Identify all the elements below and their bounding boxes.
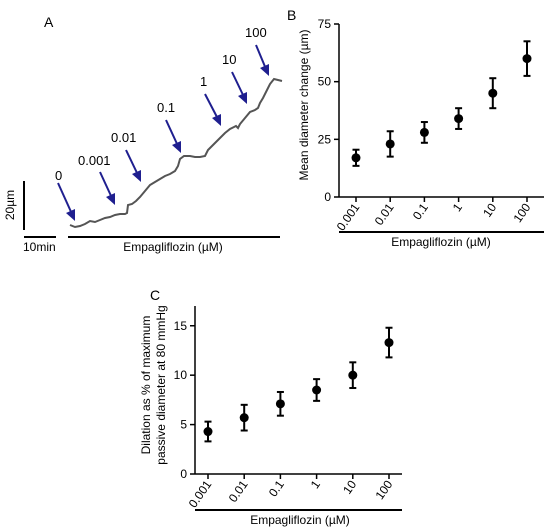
panel-b-label: B <box>287 7 296 23</box>
panel-b-x-ticks: 0.001 0.01 0.1 1 10 100 <box>334 197 534 233</box>
arrow-0 <box>57 182 73 215</box>
x-tick-label: 100 <box>510 200 533 225</box>
arrow-label-1: 1 <box>200 74 207 89</box>
data-point <box>312 385 322 395</box>
y-tick-label: 50 <box>318 75 332 89</box>
data-point <box>419 127 429 137</box>
y-tick-label: 0 <box>180 467 187 481</box>
diameter-trace <box>69 77 283 229</box>
arrow-100 <box>255 44 267 70</box>
arrow-label-001: 0.01 <box>111 130 136 145</box>
data-point <box>203 427 213 437</box>
data-point <box>239 413 249 423</box>
arrow-0001-head <box>106 193 115 205</box>
arrow-0-head <box>66 209 75 221</box>
data-point <box>348 370 358 380</box>
x-tick-label: 1 <box>308 477 323 491</box>
x-tick-label: 10 <box>480 200 499 219</box>
panel-c-ylabel-line-1: Dilation as % of maximum <box>139 316 153 455</box>
y-tick-label: 75 <box>318 17 332 31</box>
panel-c-ylabel-line-2: passive diameter at 80 mmHg <box>154 305 168 464</box>
x-tick-label: 0.1 <box>266 477 287 499</box>
x-tick-label: 0.001 <box>334 200 363 233</box>
arrow-01 <box>165 119 179 147</box>
x-tick-label: 1 <box>450 200 465 214</box>
x-tick-label: 0.01 <box>372 200 397 227</box>
y-tick-label: 25 <box>318 132 332 146</box>
arrow-001-head <box>132 170 141 182</box>
panel-b-ylabel: Mean diameter change (µm) <box>297 30 311 181</box>
arrow-label-01: 0.1 <box>157 100 175 115</box>
data-point <box>351 153 361 163</box>
arrow-1 <box>204 93 219 120</box>
scale-bar-y-label: 20µm <box>3 190 17 220</box>
arrow-group <box>57 44 269 221</box>
data-point <box>488 88 498 98</box>
arrow-100-head <box>260 64 269 76</box>
data-point <box>384 338 394 348</box>
panel-c-label: C <box>150 287 160 303</box>
data-point <box>385 139 395 149</box>
data-point <box>275 399 285 409</box>
y-tick-label: 10 <box>174 368 188 382</box>
data-point <box>454 114 464 124</box>
x-tick-label: 0.1 <box>410 200 431 222</box>
x-tick-label: 100 <box>372 477 395 502</box>
arrow-10-head <box>238 92 247 104</box>
panel-c-chart: C 0 5 10 15 0.001 0.01 0.1 1 10 100 Dilation as … <box>139 287 402 527</box>
x-tick-label: 0.01 <box>226 477 251 504</box>
panel-c-x-ticks: 0.001 0.01 0.1 1 10 100 <box>186 474 396 510</box>
arrow-01-head <box>172 141 181 153</box>
panel-c-xlabel: Empagliflozin (µM) <box>250 513 350 527</box>
arrow-label-10: 10 <box>222 52 236 67</box>
panel-c-data-points <box>203 326 394 443</box>
arrow-0001 <box>99 171 113 199</box>
panel-b-y-ticks: 0 25 50 75 <box>318 17 339 204</box>
arrow-label-0: 0 <box>55 168 62 183</box>
y-tick-label: 15 <box>174 319 188 333</box>
panel-a-trace: A 0 0.001 0.01 0.1 1 10 100 <box>3 14 283 254</box>
arrow-label-100: 100 <box>245 25 267 40</box>
panel-a-xlabel: Empagliflozin (µM) <box>123 240 223 254</box>
y-tick-label: 0 <box>324 190 331 204</box>
y-tick-label: 5 <box>180 418 187 432</box>
scale-bar-x-label: 10min <box>23 240 56 254</box>
arrow-label-0001: 0.001 <box>78 153 111 168</box>
data-point <box>522 54 532 64</box>
arrow-10 <box>231 71 245 98</box>
x-tick-label: 10 <box>340 477 359 496</box>
panel-b-chart: B 0 25 50 75 0.001 0.01 0.1 1 10 100 Mean diamet… <box>287 7 544 249</box>
arrow-1-head <box>212 114 221 126</box>
arrow-001 <box>125 149 139 176</box>
x-tick-label: 0.001 <box>186 477 215 510</box>
panel-b-xlabel: Empagliflozin (µM) <box>391 235 491 249</box>
panel-c-y-ticks: 0 5 10 15 <box>174 319 195 481</box>
panel-a-label: A <box>44 14 54 30</box>
panel-b-data-points <box>351 40 532 167</box>
